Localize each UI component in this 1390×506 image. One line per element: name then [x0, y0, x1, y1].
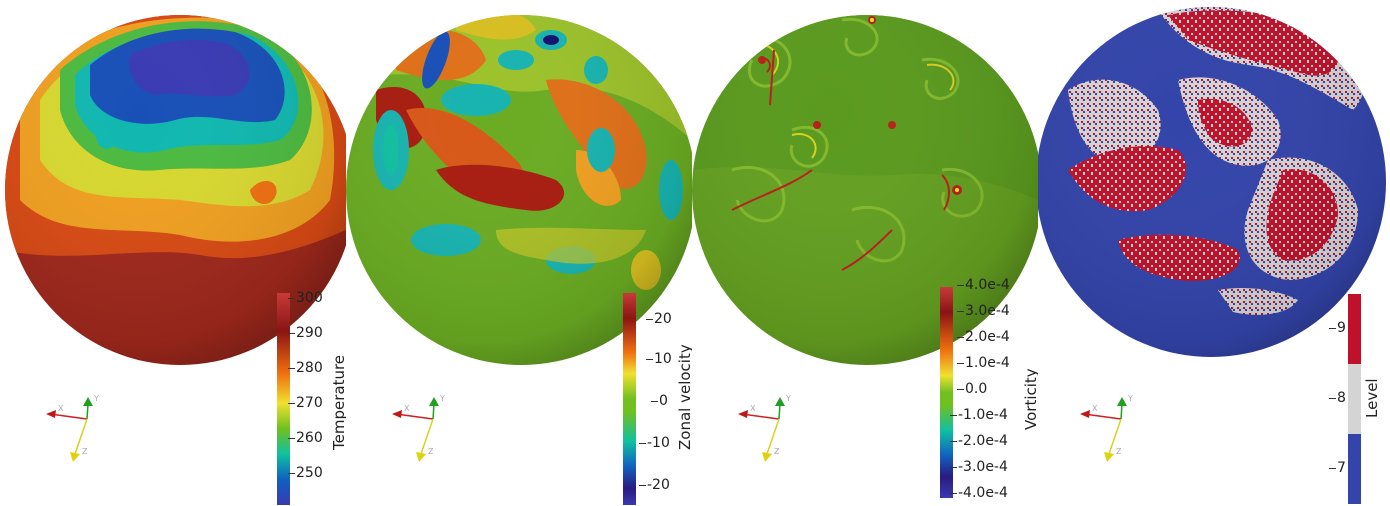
temperature-tick-260: 260	[288, 430, 323, 446]
x-axis-line	[49, 413, 88, 420]
x-axis-label: X	[58, 404, 64, 413]
zonal-velocity-colorbar-title: Zonal velocity	[676, 344, 692, 450]
z-axis-arrow	[416, 452, 426, 462]
level-tick-7: 7	[1329, 460, 1346, 476]
temperature-tick-290: 290	[288, 325, 323, 341]
z-axis-line	[420, 418, 434, 455]
orientation-axes: X Y Z	[392, 394, 445, 462]
temperature-tick-270: 270	[288, 395, 323, 411]
x-axis-arrow	[392, 410, 402, 418]
orientation-axes: X Y Z	[46, 394, 99, 462]
temperature-sphere	[5, 15, 346, 365]
zonal-velocity-tick-minus-10: -10	[639, 435, 670, 451]
x-axis-line	[1083, 413, 1122, 420]
level-colorbar-title: Level	[1363, 378, 1381, 418]
zonal-velocity-tick-20: 20	[646, 311, 672, 327]
y-axis-arrow	[83, 397, 93, 406]
level-tick-9: 9	[1329, 320, 1346, 336]
vorticity-tick-minus-3e-4: -3.0e-4	[950, 459, 1008, 475]
y-axis-arrow	[429, 397, 439, 406]
z-axis-arrow	[762, 452, 772, 462]
x-axis-line	[395, 413, 434, 420]
level-tick-8: 8	[1329, 390, 1346, 406]
x-axis-label: X	[750, 404, 756, 413]
y-axis-label: Y	[785, 394, 791, 403]
level-panel: 9 8 7 Level X Y Z	[1038, 0, 1390, 506]
vorticity-colorbar-title: Vorticity	[1022, 368, 1038, 430]
vorticity-tick-2e-4: 2.0e-4	[957, 329, 1010, 345]
y-axis-line	[86, 403, 89, 420]
temperature-panel: 300 290 280 270 260 250 Temperature X Y …	[0, 0, 346, 506]
level-colorbar-9	[1348, 294, 1361, 364]
vorticity-tick-minus-2e-4: -2.0e-4	[950, 433, 1008, 449]
vorticity-tick-0: 0.0	[956, 381, 988, 397]
z-axis-line	[1108, 418, 1122, 455]
z-axis-label: Z	[1116, 447, 1122, 456]
x-axis-label: X	[404, 404, 410, 413]
temperature-colorbar-title: Temperature	[330, 354, 346, 450]
y-axis-label: Y	[93, 394, 99, 403]
y-axis-arrow	[775, 397, 785, 406]
y-axis-label: Y	[439, 394, 445, 403]
vorticity-sphere	[692, 15, 1038, 365]
x-axis-arrow	[1080, 410, 1090, 418]
z-axis-arrow	[70, 452, 80, 462]
y-axis-line	[432, 403, 435, 420]
vorticity-tick-minus-4e-4: -4.0e-4	[950, 485, 1008, 501]
zonal-velocity-tick-minus-20: -20	[639, 477, 670, 493]
temperature-tick-280: 280	[288, 360, 323, 376]
x-axis-label: X	[1092, 404, 1098, 413]
zonal-velocity-tick-10: 10	[646, 351, 672, 367]
temperature-colorbar	[277, 293, 290, 505]
y-axis-line	[1120, 403, 1123, 420]
level-sphere	[1038, 7, 1386, 357]
z-axis-label: Z	[82, 447, 88, 456]
y-axis-arrow	[1117, 397, 1127, 406]
orientation-axes: X Y Z	[738, 394, 791, 462]
zonal-velocity-panel: 20 10 0 -10 -20 Zonal velocity X Y Z	[346, 0, 692, 506]
vorticity-tick-4e-4: 4.0e-4	[957, 277, 1010, 293]
y-axis-line	[778, 403, 781, 420]
temperature-tick-300: 300	[288, 290, 323, 306]
y-axis-label: Y	[1127, 394, 1133, 403]
x-axis-arrow	[46, 410, 56, 418]
vorticity-colorbar	[940, 287, 953, 498]
z-axis-label: Z	[428, 447, 434, 456]
level-colorbar-7	[1348, 434, 1361, 504]
orientation-axes: X Y Z	[1080, 394, 1133, 462]
level-colorbar-8	[1348, 364, 1361, 434]
vorticity-panel: 4.0e-4 3.0e-4 2.0e-4 1.0e-4 0.0 -1.0e-4 …	[692, 0, 1038, 506]
z-axis-arrow	[1104, 452, 1114, 462]
x-axis-line	[741, 413, 780, 420]
z-axis-line	[74, 418, 88, 455]
z-axis-label: Z	[774, 447, 780, 456]
zonal-velocity-tick-0: 0	[651, 393, 668, 409]
x-axis-arrow	[738, 410, 748, 418]
vorticity-tick-3e-4: 3.0e-4	[957, 303, 1010, 319]
z-axis-line	[766, 418, 780, 455]
temperature-tick-250: 250	[288, 465, 323, 481]
vorticity-tick-minus-1e-4: -1.0e-4	[950, 407, 1008, 423]
vorticity-tick-1e-4: 1.0e-4	[957, 355, 1010, 371]
zonal-velocity-colorbar	[623, 293, 636, 505]
